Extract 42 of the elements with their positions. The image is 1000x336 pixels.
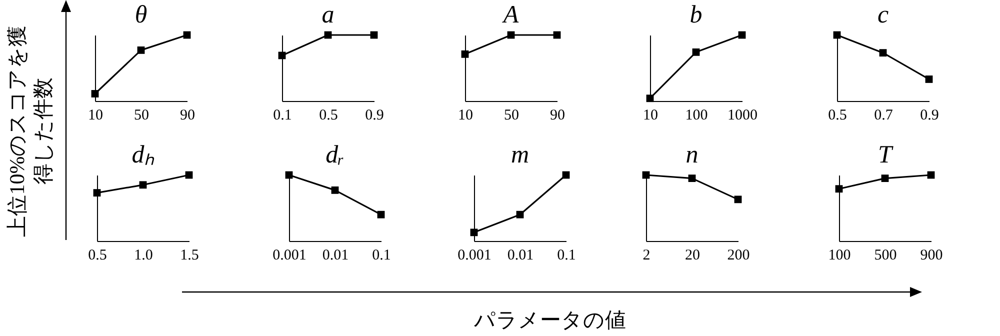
chart-title: c bbox=[877, 1, 889, 28]
x-tick-label: 1000 bbox=[728, 108, 758, 124]
chart-title: b bbox=[690, 1, 702, 28]
x-tick-label: 1.5 bbox=[180, 248, 199, 264]
y-axis-title: 上位10%のスコアを獲得した件数 bbox=[4, 24, 56, 239]
x-tick-label: 0.1 bbox=[372, 248, 391, 264]
x-tick-label: 1.0 bbox=[134, 248, 153, 264]
x-tick-label: 100 bbox=[685, 108, 708, 124]
x-tick-label: 50 bbox=[134, 108, 149, 124]
x-tick-label: 900 bbox=[920, 248, 943, 264]
x-tick-label: 0.7 bbox=[874, 108, 894, 124]
x-axis-title: パラメータの値 bbox=[473, 307, 627, 334]
x-tick-label: 50 bbox=[504, 108, 519, 124]
chart-title: A bbox=[501, 1, 520, 28]
x-tick-label: 500 bbox=[874, 248, 897, 264]
chart-title: dₕ bbox=[132, 141, 154, 168]
x-tick-label: 10 bbox=[458, 108, 473, 124]
x-tick-label: 0.5 bbox=[319, 108, 338, 124]
x-tick-label: 0.9 bbox=[920, 108, 939, 124]
x-tick-label: 90 bbox=[550, 108, 565, 124]
x-tick-label: 20 bbox=[685, 248, 700, 264]
x-tick-label: 100 bbox=[828, 248, 851, 264]
x-tick-label: 200 bbox=[727, 248, 750, 264]
chart-title: n bbox=[686, 141, 698, 168]
x-tick-label: 2 bbox=[642, 248, 650, 264]
x-tick-label: 0.001 bbox=[272, 248, 306, 264]
x-tick-label: 90 bbox=[180, 108, 195, 124]
chart-title: dᵣ bbox=[326, 141, 344, 168]
x-tick-label: 0.5 bbox=[88, 248, 107, 264]
x-tick-label: 0.001 bbox=[458, 248, 492, 264]
x-tick-label: 0.1 bbox=[273, 108, 292, 124]
chart-title: T bbox=[878, 141, 894, 168]
x-tick-label: 0.9 bbox=[365, 108, 384, 124]
x-tick-label: 0.01 bbox=[322, 248, 349, 264]
x-tick-label: 0.5 bbox=[828, 108, 847, 124]
chart-title: m bbox=[510, 141, 530, 168]
chart-title: θ bbox=[134, 1, 148, 28]
chart-title: a bbox=[322, 1, 334, 28]
x-tick-label: 0.1 bbox=[557, 248, 576, 264]
x-tick-label: 10 bbox=[88, 108, 103, 124]
x-tick-label: 0.01 bbox=[507, 248, 534, 264]
x-tick-label: 10 bbox=[643, 108, 658, 124]
